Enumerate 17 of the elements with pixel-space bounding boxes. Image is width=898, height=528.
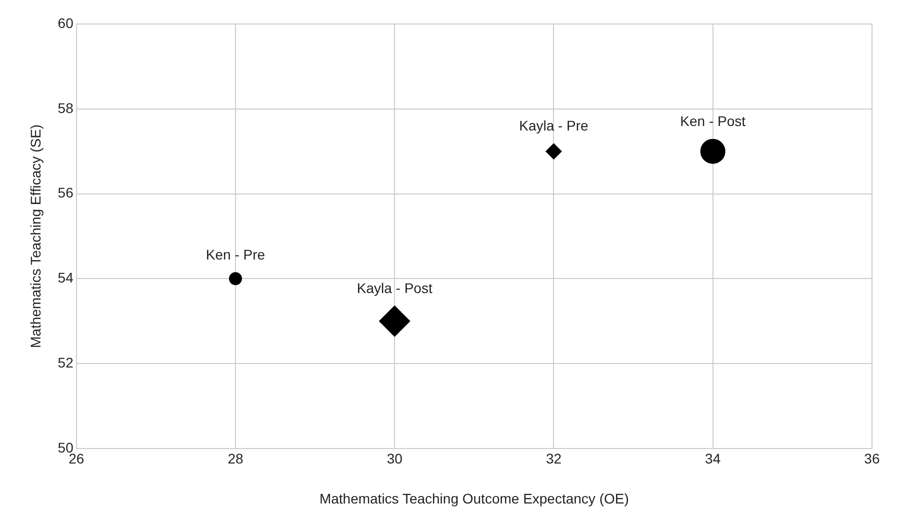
y-tick-label: 54: [58, 270, 74, 286]
x-tick-label: 32: [546, 450, 562, 467]
x-axis-title: Mathematics Teaching Outcome Expectancy (OE): [319, 490, 629, 506]
x-tick-label: 36: [864, 450, 880, 467]
y-tick-label: 50: [58, 439, 74, 456]
y-tick-label: 56: [58, 184, 74, 201]
series-label: Ken - Pre: [206, 246, 266, 263]
x-tick-label: 34: [705, 450, 721, 467]
series-label: Ken - Post: [680, 113, 746, 130]
series-label: Kayla - Post: [356, 280, 432, 296]
y-axis-title: Mathematics Teaching Efficacy (SE): [27, 124, 44, 348]
series-label: Kayla - Pre: [519, 118, 589, 134]
x-tick-label: 30: [386, 450, 403, 467]
y-tick-label: 60: [58, 14, 74, 31]
y-tick-label: 52: [58, 354, 74, 370]
y-tick-label: 58: [58, 100, 74, 116]
x-tick-label: 28: [228, 450, 244, 467]
